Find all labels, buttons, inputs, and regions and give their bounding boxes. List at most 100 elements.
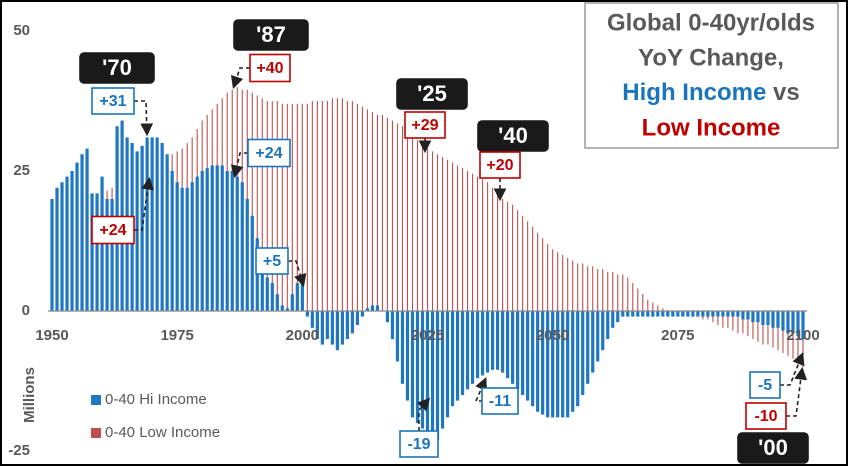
bar	[581, 311, 585, 395]
title-line: YoY Change,	[638, 44, 784, 71]
bar	[621, 311, 625, 317]
annotation-box	[479, 151, 521, 179]
x-tick-label: 1950	[35, 327, 68, 344]
bar	[266, 101, 268, 311]
bar	[696, 311, 700, 317]
bar	[567, 257, 569, 311]
bar	[726, 311, 730, 317]
bar	[772, 311, 774, 348]
bar	[657, 305, 659, 311]
bar	[636, 311, 640, 317]
bar	[737, 311, 739, 334]
bar	[731, 311, 735, 317]
annotation-label: +40	[256, 60, 283, 77]
annotation-label: -10	[754, 408, 777, 425]
bar	[732, 311, 734, 331]
bar	[606, 311, 610, 339]
bar	[291, 103, 293, 311]
bar	[561, 311, 565, 418]
annotation-label: +24	[99, 222, 126, 239]
bar	[305, 311, 309, 317]
annotation-box	[79, 52, 155, 84]
bar	[721, 311, 725, 317]
bar	[487, 182, 489, 311]
bar	[722, 311, 724, 328]
annotation-label: -5	[758, 377, 772, 394]
bar	[410, 311, 415, 418]
title-part: High Income	[622, 79, 766, 106]
bar	[647, 299, 649, 311]
bar	[145, 137, 149, 311]
bar	[536, 311, 540, 412]
bar	[741, 311, 745, 320]
bar	[270, 283, 274, 311]
bar	[300, 283, 304, 311]
bar	[537, 232, 539, 311]
annotation-box	[91, 215, 135, 245]
bar	[671, 311, 675, 317]
bar	[791, 311, 795, 334]
bar	[430, 311, 435, 435]
bar	[296, 103, 298, 311]
bar	[571, 311, 575, 412]
bar	[782, 311, 784, 353]
bar	[250, 215, 254, 311]
bar	[531, 311, 535, 407]
bar	[490, 311, 495, 370]
bar	[767, 311, 769, 345]
bar	[421, 145, 424, 311]
bar	[766, 311, 770, 325]
bar	[637, 288, 639, 311]
bar	[315, 311, 319, 339]
bar	[762, 311, 764, 345]
bar	[465, 311, 470, 390]
annotation-box	[477, 120, 549, 152]
bar	[521, 311, 525, 395]
bar	[716, 311, 720, 317]
bar	[170, 171, 174, 311]
legend-label: 0-40 Low Income	[105, 424, 220, 441]
bar	[460, 311, 465, 395]
bar	[320, 311, 324, 345]
bar	[395, 311, 400, 362]
bar	[385, 311, 390, 323]
bar	[527, 221, 529, 311]
bar	[552, 249, 554, 311]
bar	[612, 271, 614, 311]
bar	[251, 92, 253, 311]
bar	[470, 311, 475, 384]
bar	[756, 311, 760, 323]
bar	[611, 311, 615, 328]
title-line: Global 0-40yr/olds	[607, 9, 815, 36]
annotation-box	[737, 432, 809, 464]
bar	[542, 238, 544, 311]
bar	[547, 243, 549, 311]
bar	[522, 215, 524, 311]
bar	[477, 176, 479, 311]
bar	[576, 311, 580, 407]
legend: 0-40 Hi Income 0-40 Low Income	[91, 391, 220, 441]
bar	[736, 311, 740, 317]
y-tick-label: -25	[8, 442, 30, 459]
x-tick-label: 2075	[661, 327, 694, 344]
bar	[577, 263, 579, 311]
bar	[336, 98, 338, 311]
bar	[582, 263, 584, 311]
bar	[591, 311, 595, 373]
title-box	[584, 2, 839, 149]
bar	[210, 165, 214, 311]
x-tick-label: 2000	[286, 327, 319, 344]
annotation-box	[91, 87, 135, 115]
bar	[727, 311, 729, 328]
bar	[562, 255, 564, 311]
annotation-label: +24	[255, 145, 282, 162]
bar	[631, 311, 635, 317]
bar	[150, 137, 154, 311]
bar	[346, 101, 348, 311]
bar	[485, 311, 490, 373]
title-part: vs	[773, 79, 800, 106]
bar	[532, 227, 534, 311]
bar	[472, 173, 474, 311]
bar	[65, 176, 69, 311]
bar	[95, 193, 99, 311]
